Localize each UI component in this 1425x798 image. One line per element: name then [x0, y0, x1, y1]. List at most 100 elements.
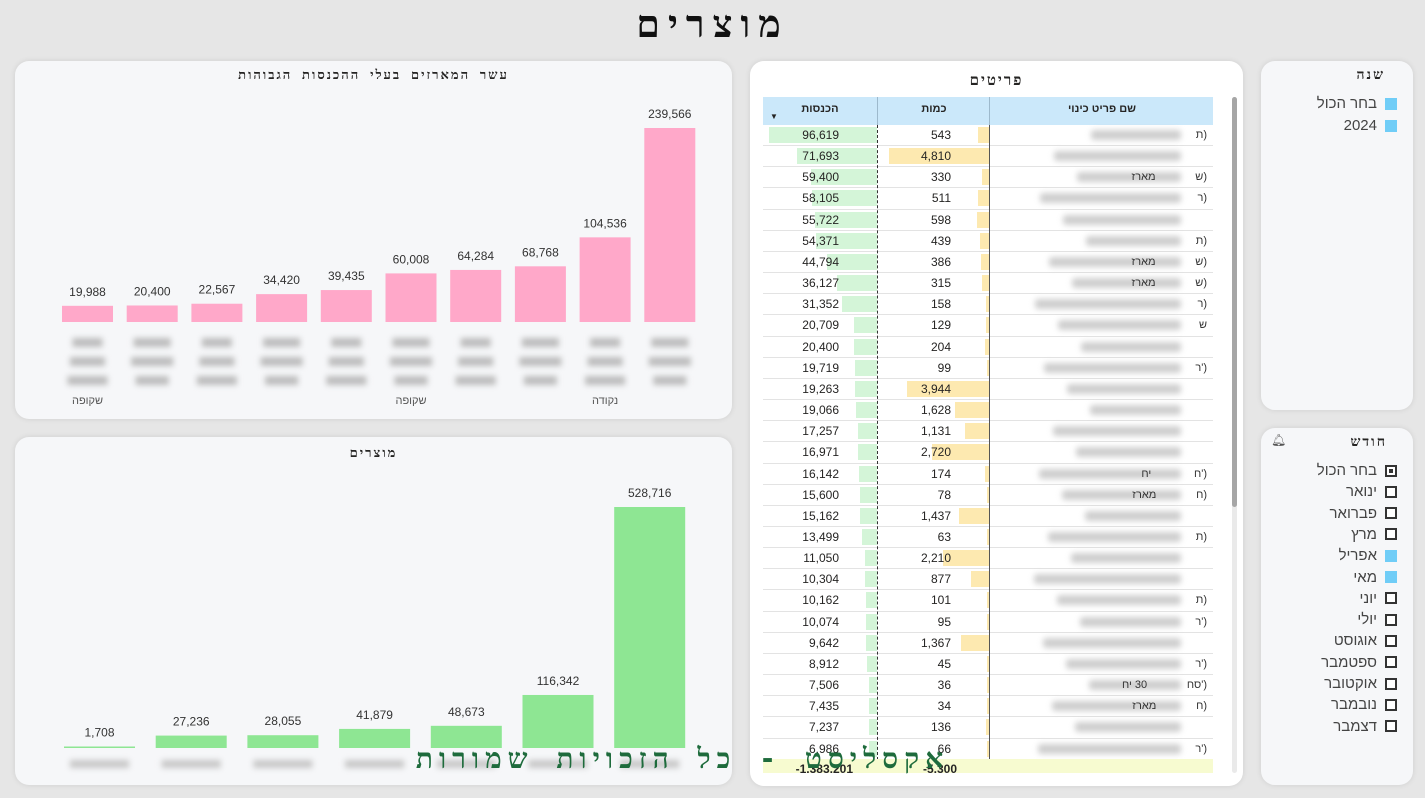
checkbox-icon[interactable] [1385, 119, 1397, 132]
table-row[interactable]: 54,371 439 ת) [763, 231, 1213, 252]
table-scrollbar-thumb[interactable] [1232, 97, 1237, 507]
bar[interactable] [430, 725, 502, 748]
items-table[interactable]: הכנסות ▼ כמות שם פריט כינוי 96,619 543 ת) 7… [763, 97, 1213, 773]
month-option[interactable]: נובמבר [1331, 696, 1397, 713]
month-option[interactable]: יולי [1357, 611, 1397, 628]
bar[interactable] [644, 128, 696, 322]
column-header-revenue[interactable]: הכנסות [801, 103, 839, 115]
table-row[interactable]: 7,237 136 [763, 717, 1213, 739]
table-row[interactable]: 15,162 1,437 [763, 506, 1213, 527]
table-row[interactable]: 13,499 63 ת) [763, 527, 1213, 549]
table-row[interactable]: 9,642 1,367 [763, 633, 1213, 654]
item-name-blurred [1091, 130, 1181, 140]
top-packages-bar-chart[interactable]: 19,988 שקופה 20,400 22,567 34,420 39,435 60,00… [15, 61, 732, 419]
checkbox-icon[interactable] [1385, 656, 1397, 669]
bar[interactable] [126, 305, 178, 322]
table-row[interactable]: 10,304 877 [763, 569, 1213, 591]
item-name-cell [989, 717, 1213, 737]
table-row[interactable]: 96,619 543 ת) [763, 125, 1213, 147]
checkbox-icon[interactable] [1385, 528, 1397, 541]
checkbox-icon[interactable] [1385, 97, 1397, 110]
bar[interactable] [320, 290, 372, 322]
checkbox-icon[interactable] [1385, 507, 1397, 520]
table-row[interactable]: 8,912 45 ר') [763, 654, 1213, 676]
month-option[interactable]: בחר הכול [1317, 462, 1397, 479]
table-row[interactable]: 17,257 1,131 [763, 421, 1213, 443]
month-option[interactable]: מאי [1353, 569, 1397, 586]
table-row[interactable]: 59,400 330 ש מארז) [763, 167, 1213, 189]
bar[interactable] [339, 728, 411, 748]
table-row[interactable]: 16,142 174 ח יח') [763, 464, 1213, 485]
table-row[interactable]: 44,794 386 ש מארז) [763, 252, 1213, 274]
checkbox-icon[interactable] [1385, 464, 1397, 477]
month-option[interactable]: פברואר [1330, 505, 1397, 522]
month-option[interactable]: אפריל [1339, 547, 1397, 564]
table-row[interactable]: 16,971 2,720 [763, 442, 1213, 464]
checkbox-icon[interactable] [1385, 634, 1397, 647]
year-option[interactable]: 2024 [1344, 117, 1397, 134]
bar[interactable] [155, 735, 227, 748]
bar[interactable] [579, 237, 631, 322]
table-row[interactable]: 19,066 1,628 [763, 400, 1213, 422]
bar[interactable] [64, 746, 135, 749]
bar[interactable] [614, 507, 686, 748]
category-label-blurred [133, 338, 171, 347]
data-label: 60,008 [393, 252, 430, 266]
revenue-cell: 54,371 [802, 233, 839, 248]
item-name-cell [989, 442, 1213, 462]
checkbox-icon[interactable] [1385, 677, 1397, 690]
checkbox-icon[interactable] [1385, 613, 1397, 626]
table-row[interactable]: 55,722 598 [763, 210, 1213, 231]
bar[interactable] [191, 303, 243, 322]
bar[interactable] [450, 269, 502, 322]
month-option-label: נובמבר [1331, 696, 1377, 714]
quantity-cell: 36 [937, 678, 951, 693]
bar[interactable] [385, 273, 437, 322]
checkbox-icon[interactable] [1385, 549, 1397, 562]
table-row[interactable]: 71,693 4,810 [763, 146, 1213, 168]
products-chart-card: מוצרים 1,708 27,236 28,055 41,879 48,673 116,… [15, 437, 732, 785]
table-row[interactable]: 58,105 511 ר) [763, 188, 1213, 210]
table-row[interactable]: 20,709 129 ש [763, 315, 1213, 337]
checkbox-icon[interactable] [1385, 698, 1397, 711]
checkbox-icon[interactable] [1385, 571, 1397, 583]
table-row[interactable]: 7,435 34 ח מארז) [763, 696, 1213, 718]
bar[interactable] [62, 305, 113, 322]
category-label-blurred [67, 376, 108, 385]
table-row[interactable]: 31,352 158 ר) [763, 294, 1213, 316]
bar[interactable] [256, 294, 308, 322]
column-header-item-name[interactable]: שם פריט כינוי [989, 97, 1213, 125]
table-row[interactable]: 36,127 315 ש מארז) [763, 273, 1213, 295]
table-row[interactable]: 10,162 101 ת) [763, 590, 1213, 612]
sort-desc-icon[interactable]: ▼ [770, 112, 778, 121]
table-row[interactable]: 11,050 2,210 [763, 548, 1213, 570]
products-bar-chart[interactable]: 1,708 27,236 28,055 41,879 48,673 116,342 528,… [15, 437, 732, 785]
table-row[interactable]: 10,074 95 ר') [763, 612, 1213, 633]
column-header-quantity[interactable]: כמות [877, 97, 990, 125]
table-row[interactable]: 19,263 3,944 [763, 379, 1213, 401]
checkbox-icon[interactable] [1385, 592, 1397, 605]
revenue-databar [866, 634, 877, 651]
month-option[interactable]: יוני [1359, 590, 1397, 607]
bar[interactable] [514, 266, 566, 322]
table-row[interactable]: 7,506 36 סח 30 יח') [763, 675, 1213, 697]
month-option[interactable]: אוגוסט [1334, 632, 1397, 649]
bar[interactable] [247, 735, 319, 748]
table-row[interactable]: 15,600 78 ח מארז) [763, 485, 1213, 506]
item-name-blurred [1075, 722, 1181, 733]
revenue-cell: 31,352 [802, 297, 839, 312]
month-option[interactable]: אוקטובר [1324, 675, 1397, 692]
bar[interactable] [522, 694, 594, 748]
quantity-databar [965, 423, 989, 440]
month-option[interactable]: מרץ [1351, 526, 1397, 543]
checkbox-icon[interactable] [1385, 720, 1397, 733]
month-option[interactable]: דצמבר [1333, 718, 1397, 735]
quantity-cell: 1,628 [920, 403, 951, 418]
table-row[interactable]: 20,400 204 [763, 337, 1213, 358]
month-option[interactable]: ינואר [1346, 483, 1397, 500]
month-option[interactable]: ספטמבר [1321, 654, 1397, 671]
bell-icon[interactable]: 🔔︎ [1271, 433, 1287, 447]
year-option[interactable]: בחר הכול [1317, 95, 1397, 112]
table-row[interactable]: 19,719 99 ר') [763, 358, 1213, 379]
checkbox-icon[interactable] [1385, 485, 1397, 498]
